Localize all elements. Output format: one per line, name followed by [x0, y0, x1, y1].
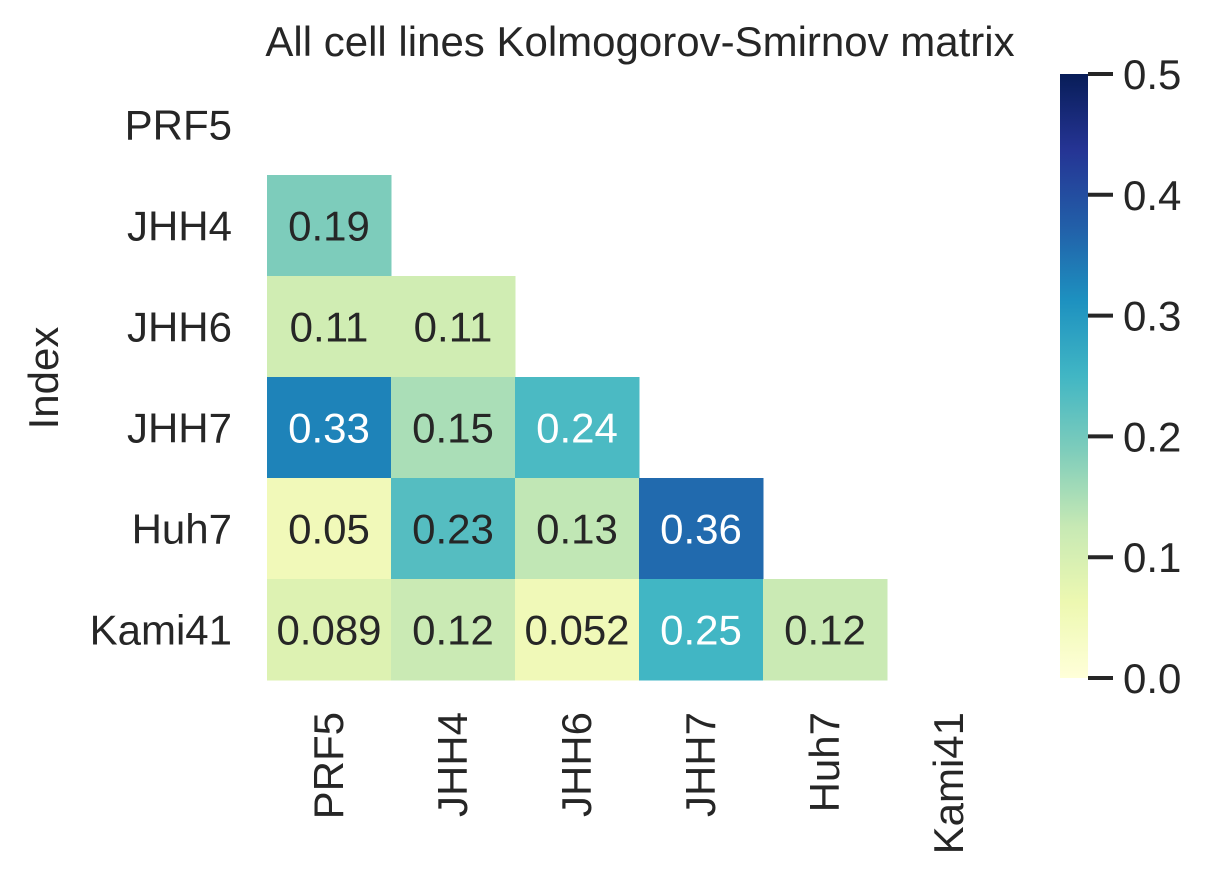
colorbar-tick-label: 0.1: [1123, 534, 1181, 581]
chart-title: All cell lines Kolmogorov-Smirnov matrix: [265, 18, 1014, 65]
cell-value-label: 0.11: [290, 304, 369, 351]
heatmap-cell: [267, 377, 392, 479]
y-tick-label: JHH4: [127, 203, 232, 250]
y-tick-label: PRF5: [125, 102, 232, 149]
heatmap-cell: [267, 175, 392, 277]
cell-value-label: 0.15: [412, 405, 494, 452]
cell-value-label: 0.13: [536, 506, 618, 553]
heatmap-cell: [391, 276, 516, 378]
heatmap-cells: 0.19 0.11 0.11 0.33 0.15 0.24 0.05 0.23 0.13 0.36…: [267, 175, 888, 681]
cell-value-label: 0.12: [412, 607, 494, 654]
cell-value-label: 0.23: [412, 506, 494, 553]
heatmap-cell: [515, 478, 640, 580]
cell-value-label: 0.33: [288, 405, 370, 452]
heatmap-cell: [391, 478, 516, 580]
cell-value-label: 0.19: [288, 203, 370, 250]
colorbar-tick-label: 0.3: [1123, 293, 1181, 340]
y-axis-label: Index: [20, 327, 67, 430]
heatmap-cell: [391, 579, 516, 681]
cell-value-label: 0.089: [276, 607, 381, 654]
x-tick-label: JHH7: [677, 712, 724, 817]
cell-value-label: 0.24: [536, 405, 618, 452]
heatmap-cell: [267, 579, 392, 681]
heatmap-cell: [515, 579, 640, 681]
y-tick-label: JHH6: [127, 304, 232, 351]
y-tick-label: Huh7: [132, 506, 232, 553]
x-tick-label: JHH4: [429, 712, 476, 817]
heatmap-cell: [267, 478, 392, 580]
colorbar-tick-label: 0.0: [1123, 655, 1181, 702]
cell-value-label: 0.11: [414, 304, 493, 351]
heatmap-cell: [391, 377, 516, 479]
colorbar-ticks: 0.0 0.1 0.2 0.3 0.4 0.5: [1088, 51, 1181, 702]
cell-value-label: 0.36: [660, 506, 742, 553]
x-tick-label: JHH6: [553, 712, 600, 817]
cell-value-label: 0.052: [524, 607, 629, 654]
colorbar-tick-label: 0.2: [1123, 413, 1181, 460]
colorbar-tick-label: 0.4: [1123, 172, 1181, 219]
heatmap-cell: [639, 579, 764, 681]
heatmap-cell: [267, 276, 392, 378]
y-tick-label: JHH7: [127, 405, 232, 452]
x-tick-labels: PRF5 JHH4 JHH6 JHH7 Huh7 Kami41: [305, 712, 972, 854]
heatmap-cell: [515, 377, 640, 479]
colorbar: 0.0 0.1 0.2 0.3 0.4 0.5: [1060, 51, 1181, 702]
x-tick-label: PRF5: [305, 712, 352, 819]
cell-value-label: 0.25: [660, 607, 742, 654]
cell-value-label: 0.05: [288, 506, 370, 553]
cell-value-label: 0.12: [784, 607, 866, 654]
y-tick-labels: PRF5 JHH4 JHH6 JHH7 Huh7 Kami41: [90, 102, 232, 654]
heatmap-cell: [763, 579, 888, 681]
colorbar-gradient: [1060, 74, 1088, 678]
heatmap-cell: [639, 478, 764, 580]
y-tick-label: Kami41: [90, 607, 232, 654]
colorbar-tick-label: 0.5: [1123, 51, 1181, 98]
x-tick-label: Huh7: [801, 712, 848, 812]
x-tick-label: Kami41: [925, 712, 972, 854]
